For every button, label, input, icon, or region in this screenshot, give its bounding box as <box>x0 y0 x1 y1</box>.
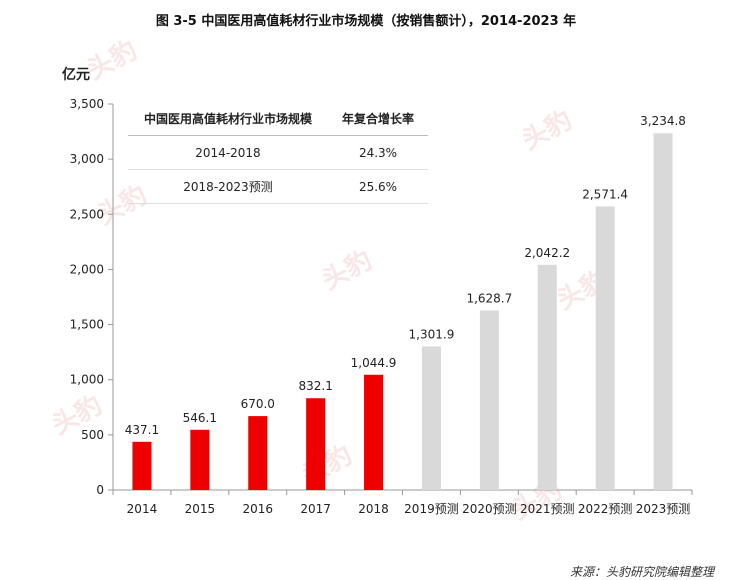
x-tick-label: 2023预测 <box>636 502 691 516</box>
bar-value-label: 1,044.9 <box>351 356 397 370</box>
bar-value-label: 2,571.4 <box>582 187 628 201</box>
bar <box>364 374 384 490</box>
y-tick-label: 0 <box>96 483 104 497</box>
bar-value-label: 670.0 <box>241 397 275 411</box>
y-tick-label: 3,000 <box>70 152 104 166</box>
y-tick-label: 500 <box>81 428 104 442</box>
y-tick-label: 2,500 <box>70 207 104 221</box>
table-row: 2018-2023预测 25.6% <box>128 169 428 204</box>
bar <box>421 346 441 490</box>
table-cell: 25.6% <box>328 169 428 204</box>
cagr-table: 中国医用高值耗材行业市场规模 年复合增长率 2014-2018 24.3% 20… <box>128 102 428 204</box>
x-tick-label: 2020预测 <box>462 502 517 516</box>
bar <box>306 398 326 490</box>
y-tick-label: 2,000 <box>70 262 104 276</box>
x-tick-label: 2017 <box>300 502 331 516</box>
table-cell: 2018-2023预测 <box>128 169 328 204</box>
x-tick-label: 2019预测 <box>404 502 459 516</box>
bar <box>537 264 557 490</box>
table-header-row: 中国医用高值耗材行业市场规模 年复合增长率 <box>128 102 428 136</box>
table-header-cell: 年复合增长率 <box>328 102 428 136</box>
x-tick-label: 2022预测 <box>578 502 633 516</box>
x-tick-label: 2015 <box>185 502 216 516</box>
y-tick-label: 1,000 <box>70 373 104 387</box>
x-tick-label: 2021预测 <box>520 502 575 516</box>
y-tick-label: 3,500 <box>70 97 104 111</box>
table-cell: 24.3% <box>328 135 428 170</box>
y-axis-unit: 亿元 <box>62 67 90 83</box>
source-note: 来源：头豹研究院编辑整理 <box>570 565 715 579</box>
x-tick-label: 2016 <box>242 502 273 516</box>
bar <box>132 441 152 490</box>
x-tick-label: 2018 <box>358 502 389 516</box>
bar <box>479 310 499 490</box>
bar-value-label: 546.1 <box>183 411 217 425</box>
x-tick-label: 2014 <box>127 502 158 516</box>
bar <box>595 206 615 490</box>
y-tick-label: 1,500 <box>70 318 104 332</box>
table-header-cell: 中国医用高值耗材行业市场规模 <box>128 102 328 136</box>
bar-value-label: 437.1 <box>125 423 159 437</box>
table-row: 2014-2018 24.3% <box>128 135 428 170</box>
bar-value-label: 832.1 <box>298 379 332 393</box>
table-cell: 2014-2018 <box>128 135 328 170</box>
bar-value-label: 2,042.2 <box>524 246 570 260</box>
bar <box>248 416 268 490</box>
bar <box>190 429 210 490</box>
bar-value-label: 1,628.7 <box>466 291 512 305</box>
chart-title: 图 3-5 中国医用高值耗材行业市场规模（按销售额计），2014-2023 年 <box>155 14 577 29</box>
bar-value-label: 3,234.8 <box>640 114 686 128</box>
bar <box>653 133 673 490</box>
bar-value-label: 1,301.9 <box>409 327 455 341</box>
